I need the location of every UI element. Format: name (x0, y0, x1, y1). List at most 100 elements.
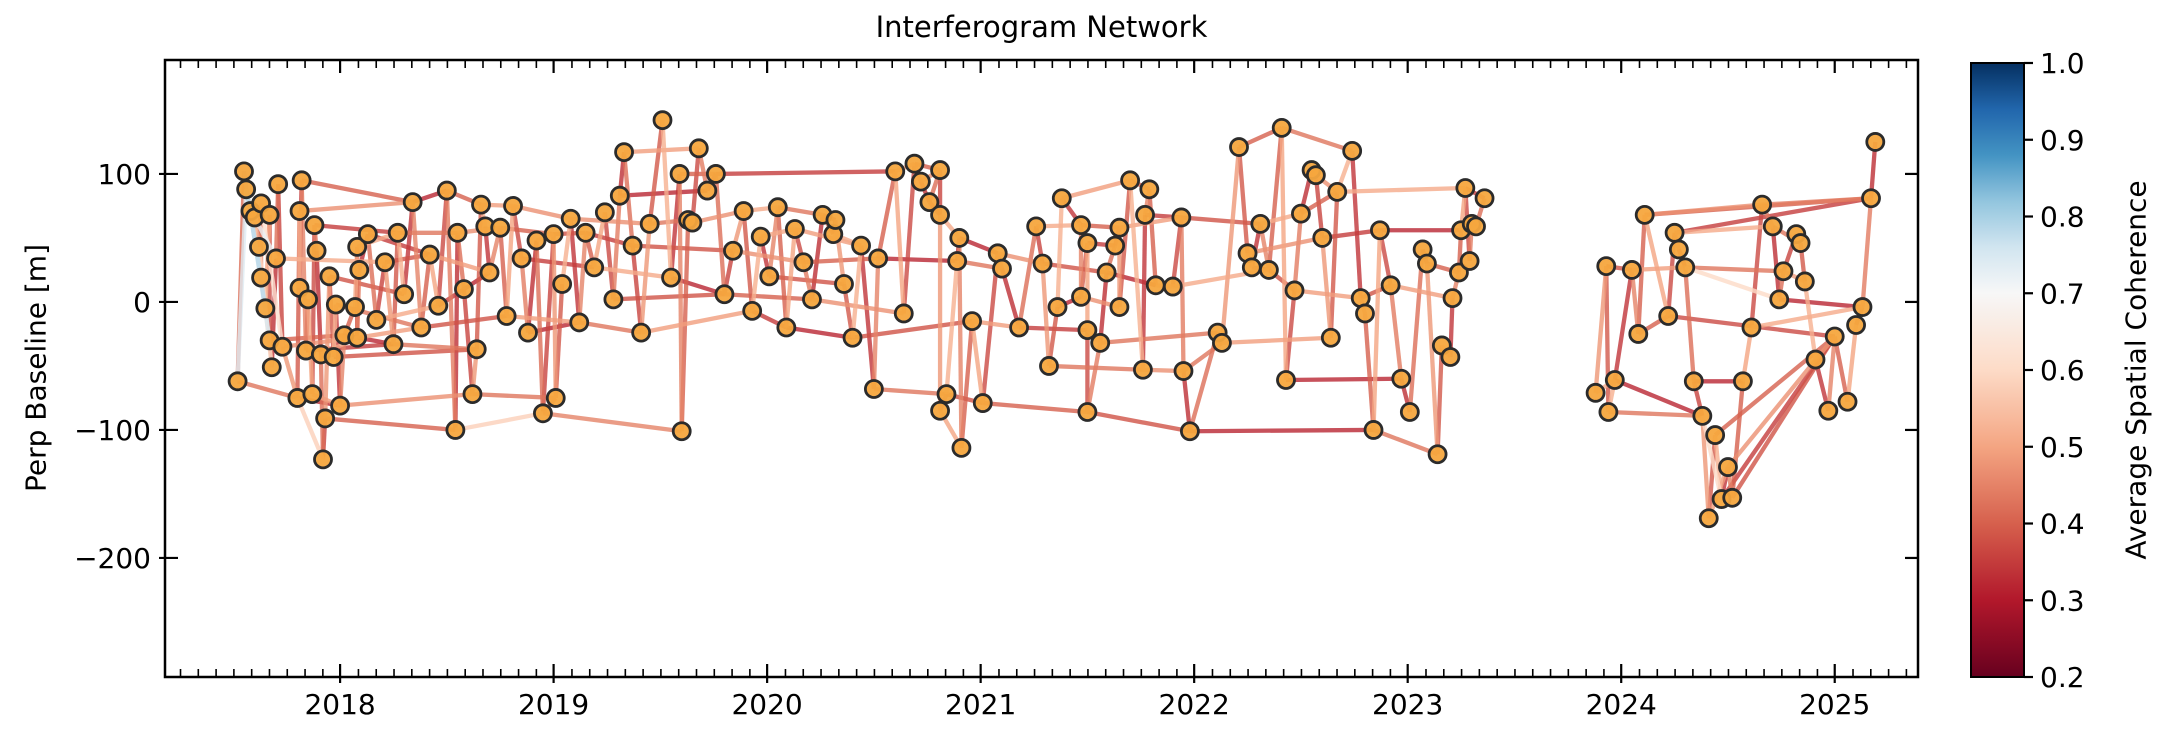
network-node (1675, 257, 1696, 278)
x-tick-label: 2021 (945, 688, 1016, 721)
network-node (518, 322, 538, 343)
network-node (304, 215, 325, 236)
network-node (1837, 391, 1858, 412)
network-node (697, 180, 718, 201)
network-node (949, 228, 970, 248)
network-edge (1674, 224, 1773, 235)
network-edge (375, 303, 439, 322)
network-node (575, 222, 596, 243)
network-node (1769, 289, 1790, 310)
network-node (1077, 402, 1098, 422)
network-node (614, 142, 634, 163)
network-node (436, 180, 457, 201)
network-node (347, 236, 368, 257)
network-edge (724, 292, 813, 302)
network-edge (1749, 204, 1765, 328)
network-edge (893, 171, 906, 314)
network-node (466, 339, 487, 360)
network-node (471, 194, 491, 215)
network-node (705, 164, 726, 184)
network-edge (1285, 376, 1402, 383)
network-node (910, 171, 931, 192)
plot-border (163, 58, 1920, 679)
network-node (313, 449, 333, 470)
network-edge (328, 274, 405, 297)
colorbar-tick-label: 0.7 (2040, 277, 2085, 310)
network-node (261, 357, 282, 378)
network-node (1598, 402, 1619, 422)
network-edge (295, 397, 325, 461)
network-edge (593, 265, 672, 280)
network-edge (299, 199, 413, 214)
colorbar: 1.0 0.9 0.8 0.7 0.6 0.5 0.4 0.3 0.2 (1970, 47, 2085, 694)
network-node (802, 289, 822, 310)
colorbar-tick-label: 0.5 (2040, 431, 2085, 464)
network-node (733, 201, 754, 221)
network-edge (640, 308, 753, 335)
network-node (394, 284, 415, 305)
network-edge (1219, 146, 1242, 344)
network-node (1258, 260, 1279, 280)
x-tick-label: 2025 (1799, 688, 1870, 721)
network-node (1455, 178, 1476, 198)
network-node (1861, 188, 1881, 209)
network-edge (767, 206, 780, 277)
network-node (569, 312, 590, 333)
network-node (1271, 117, 1292, 138)
colorbar-tick-label: 0.3 (2040, 584, 2085, 617)
network-edge (1042, 261, 1107, 275)
x-tick-label: 2024 (1586, 688, 1657, 721)
network-node (349, 260, 370, 280)
network-node (714, 284, 735, 305)
x-tick-label: 2018 (304, 688, 375, 721)
network-edge (901, 163, 917, 314)
network-node (462, 384, 483, 405)
network-node (323, 347, 344, 367)
network-edge (235, 189, 249, 382)
network-nodes (227, 110, 1886, 529)
network-edge (1613, 378, 1704, 418)
network-edge (1181, 370, 1193, 432)
network-edge (560, 218, 573, 285)
network-edge (602, 212, 616, 300)
network-edge (420, 313, 507, 330)
network-node (1077, 320, 1098, 340)
network-edge (1313, 174, 1325, 239)
network-node (947, 251, 968, 271)
network-node (1741, 317, 1762, 338)
y-tick-label: −200 (74, 542, 151, 575)
network-edge (542, 411, 682, 434)
network-node (609, 185, 630, 206)
network-edge (613, 292, 725, 302)
colorbar-tick-label: 0.2 (2040, 661, 2085, 694)
network-node (1241, 257, 1262, 278)
network-node (543, 224, 564, 244)
network-node (1846, 315, 1866, 335)
network-node (951, 437, 972, 458)
network-edge (318, 354, 326, 460)
network-node (1096, 262, 1117, 283)
network-node (298, 289, 318, 310)
network-node (1327, 181, 1348, 202)
network-node (851, 235, 871, 256)
y-axis-label: Perp Baseline [m] (19, 243, 53, 493)
network-node (1818, 400, 1839, 421)
network-edge (876, 170, 898, 259)
network-node (1133, 359, 1153, 380)
network-edge (1266, 127, 1284, 271)
network-node (1145, 275, 1166, 296)
network-node (1105, 235, 1126, 256)
network-node (936, 384, 957, 405)
network-edge (1236, 146, 1250, 254)
colorbar-gradient (1971, 63, 2024, 677)
network-node (972, 393, 993, 413)
network-node (723, 240, 743, 261)
network-node (1790, 233, 1811, 253)
axes: 2018 2019 2020 2021 2022 2023 2024 2025 100 0 −100… (74, 58, 1920, 721)
network-node (885, 161, 906, 182)
network-node (767, 197, 788, 218)
colorbar-tick-label: 1.0 (2040, 47, 2085, 80)
network-node (688, 138, 709, 159)
